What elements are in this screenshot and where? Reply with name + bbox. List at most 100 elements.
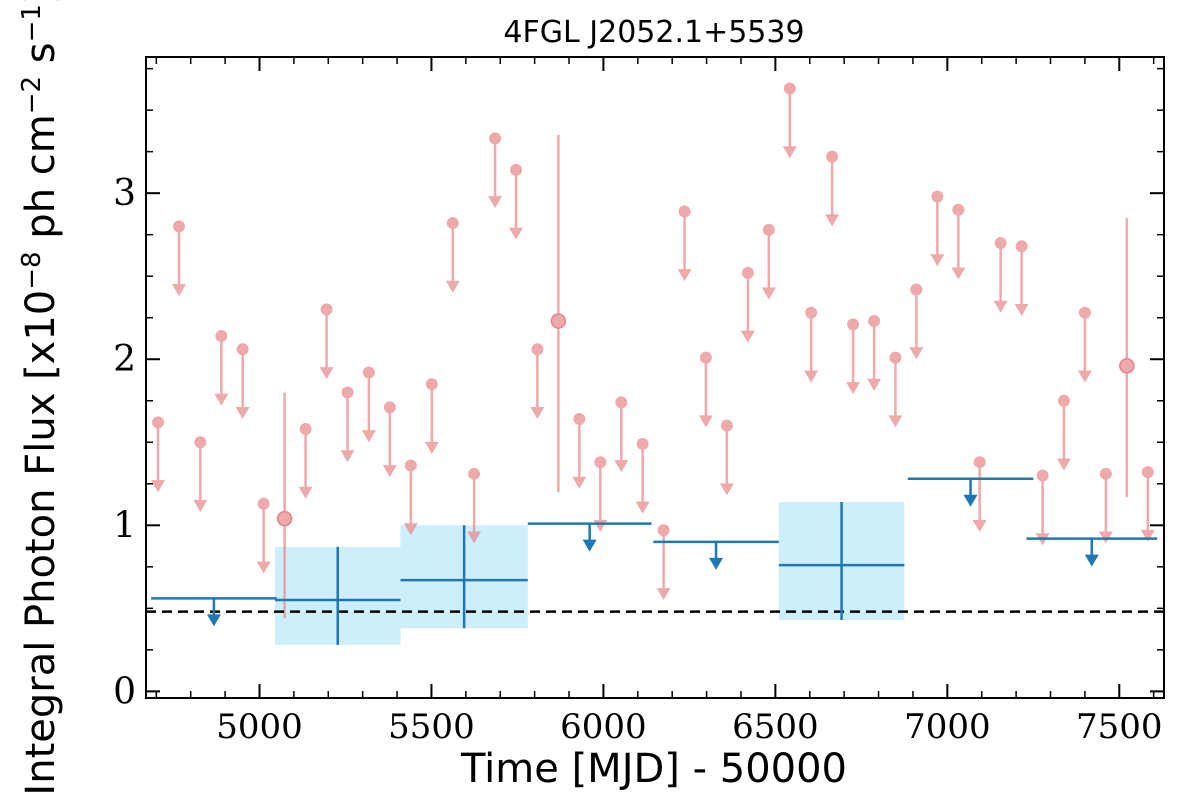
upper-limit-arrow-head [930, 254, 945, 267]
upper-limit-arrow-head [677, 269, 692, 282]
upper-limit-point [383, 401, 396, 414]
upper-limit-arrow-head [867, 378, 882, 391]
upper-limit-point [973, 456, 986, 469]
upper-limit-point [868, 315, 881, 328]
upper-limit-arrow-head [1014, 304, 1029, 317]
upper-limit-point [1057, 394, 1070, 407]
upper-limit-point [636, 437, 649, 450]
upper-limit-arrow-head [509, 227, 524, 240]
upper-limit-arrow [867, 315, 882, 391]
upper-limit-point [615, 396, 628, 409]
upper-limit-arrow-head [846, 382, 861, 395]
upper-limit-arrow [656, 524, 671, 601]
upper-limit-arrow [972, 456, 987, 532]
upper-limit-point [952, 203, 965, 216]
upper-limit-arrow [930, 190, 945, 267]
upper-limit-arrow [445, 217, 460, 293]
upper-limit-point [215, 329, 228, 342]
upper-limit-arrow [761, 223, 776, 300]
upper-limit-point [1078, 306, 1091, 319]
upper-limit-point [489, 132, 502, 145]
upper-limit-point [446, 217, 459, 230]
upper-limit-arrow [993, 236, 1008, 313]
upper-limit-arrow-head [909, 347, 924, 360]
upper-limit-point [320, 303, 333, 316]
upper-limit-point [257, 497, 270, 510]
upper-limit-arrow [214, 329, 229, 406]
upper-limit-arrow-head [403, 523, 418, 536]
upper-limit-arrow-head [445, 280, 460, 293]
upper-limit-arrow [530, 343, 545, 420]
upper-limit-arrow [403, 459, 418, 536]
upper-limit-arrow-head [761, 287, 776, 300]
upper-limit-arrow-head [804, 370, 819, 383]
upper-limit-arrow [719, 419, 734, 496]
upper-limit-arrow-head [656, 588, 671, 601]
upper-limit-arrow-head [361, 430, 376, 443]
upper-limit-arrow [677, 205, 692, 282]
upper-limit-arrow [614, 396, 629, 473]
upper-limit-arrow-head [214, 393, 229, 406]
upper-limit-arrow-head [319, 367, 334, 380]
upper-limit-point [889, 351, 902, 364]
upper-limit-arrow [172, 220, 187, 297]
upper-limit-arrow [424, 378, 439, 454]
upper-limit-arrow [1077, 306, 1092, 383]
upper-limit-arrow [256, 497, 271, 574]
upper-limit-arrow-head [172, 284, 187, 297]
upper-limit-arrow [804, 306, 819, 383]
upper-limit-arrow-head [467, 531, 482, 544]
upper-limit-point [152, 416, 165, 429]
upper-limit-arrow [382, 401, 397, 478]
chart-title: 4FGL J2052.1+5539 [503, 15, 804, 50]
upper-limit-point [1015, 240, 1028, 253]
upper-limit-point [468, 467, 481, 480]
long-upper-limit-head [206, 614, 221, 627]
x-tick-label: 7000 [904, 707, 991, 747]
upper-limit-point [425, 378, 438, 391]
x-tick-label: 6500 [732, 707, 819, 747]
upper-limit-arrow [888, 351, 903, 428]
upper-limit-arrow-head [193, 500, 208, 513]
upper-limit-point [657, 524, 670, 537]
y-tick-label: 3 [113, 173, 136, 214]
upper-limit-point [783, 82, 796, 95]
plot-frame [145, 56, 1165, 699]
x-tick-label: 5500 [388, 707, 475, 747]
y-tick-label: 0 [113, 671, 136, 712]
upper-limit-arrow [488, 132, 503, 209]
upper-limit-arrow-head [298, 486, 313, 499]
x-tick-label: 5000 [216, 707, 303, 747]
monthly-bin-series [151, 82, 1155, 619]
x-tick-label: 7500 [1076, 707, 1163, 747]
upper-limit-arrow [635, 437, 650, 514]
upper-limit-arrow [846, 318, 861, 395]
upper-limit-arrow [1014, 240, 1029, 317]
upper-limit-arrow [1056, 394, 1071, 471]
upper-limit-arrow-head [256, 561, 271, 574]
upper-limit-arrow-head [1140, 529, 1155, 542]
upper-limit-point [910, 283, 923, 296]
upper-limit-point [678, 205, 691, 218]
upper-limit-arrow-head [635, 501, 650, 514]
upper-limit-arrow [909, 283, 924, 360]
detection-point [550, 313, 567, 329]
upper-limit-arrow [1035, 469, 1050, 546]
detection-point-group [276, 392, 293, 619]
upper-limit-point [720, 419, 733, 432]
upper-limit-point [826, 150, 839, 163]
upper-limit-arrow [340, 386, 355, 463]
long-upper-limit-head [582, 539, 597, 552]
upper-limit-arrow [1098, 467, 1113, 544]
long-upper-limit-head [1084, 554, 1099, 567]
upper-limit-arrow-head [614, 460, 629, 473]
upper-limit-arrow-head [235, 407, 250, 420]
upper-limit-point [194, 436, 207, 449]
y-tick-label: 1 [113, 505, 136, 546]
upper-limit-point [299, 422, 312, 435]
upper-limit-arrow-head [993, 300, 1008, 313]
upper-limit-arrow-head [888, 415, 903, 428]
upper-limit-point [173, 220, 186, 233]
upper-limit-point [699, 351, 712, 364]
